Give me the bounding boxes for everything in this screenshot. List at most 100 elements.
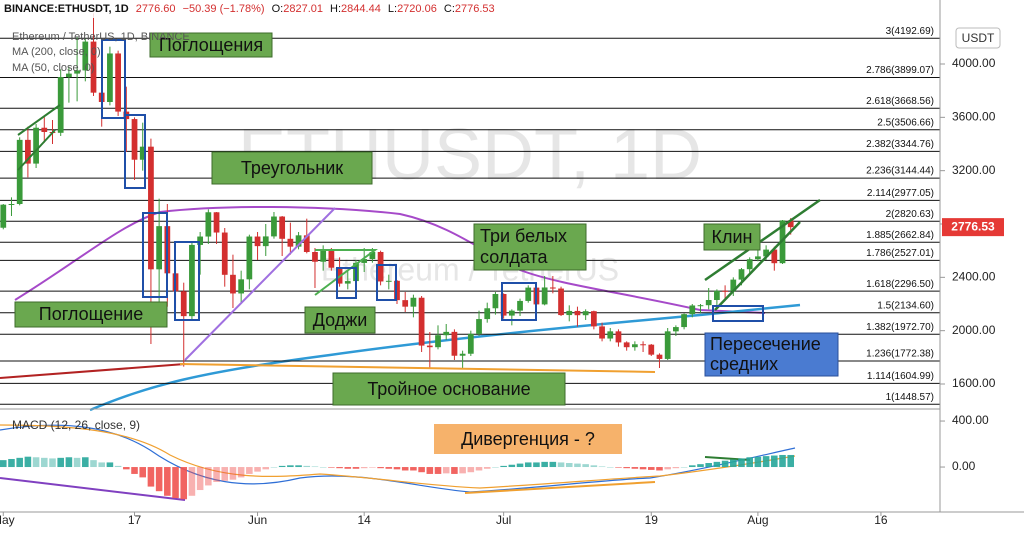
pattern-box xyxy=(124,114,146,189)
fib-label: 2.114(2977.05) xyxy=(867,188,934,199)
macd-bar xyxy=(656,467,663,471)
candle-body xyxy=(640,344,646,346)
candle-body xyxy=(33,127,39,164)
y-tick-label: 3600.00 xyxy=(952,110,996,124)
candle-body xyxy=(197,236,204,245)
currency-box[interactable] xyxy=(955,27,1001,49)
macd-bar xyxy=(344,467,352,469)
macd-bar xyxy=(565,463,573,468)
macd-bar xyxy=(16,457,23,468)
macd-bar xyxy=(131,467,138,474)
candle-body xyxy=(385,280,392,282)
annotation: Треугольник xyxy=(241,158,343,178)
annotation: Тройное основание xyxy=(367,379,530,399)
fib-label: 2.236(3144.44) xyxy=(866,166,934,177)
macd-bar xyxy=(483,467,491,469)
y-tick-label: 4000.00 xyxy=(952,56,996,70)
macd-bar xyxy=(787,454,794,468)
macd-bar xyxy=(557,462,565,468)
candle-body xyxy=(599,326,605,339)
candle-body xyxy=(443,331,450,336)
candle-body xyxy=(303,235,310,252)
y-tick-label: 2400.00 xyxy=(952,270,996,284)
symbol: BINANCE:ETHUSDT, 1D xyxy=(4,3,129,15)
candle-body xyxy=(771,249,778,264)
candle-body xyxy=(287,238,294,247)
candle-body xyxy=(82,41,89,71)
y-tick-label: 3200.00 xyxy=(952,163,996,177)
candle-body xyxy=(16,139,23,204)
macd-bar xyxy=(147,467,155,487)
macd-bar xyxy=(164,467,171,496)
macd-bar xyxy=(311,466,319,468)
macd-bar xyxy=(467,467,475,473)
wedge-line xyxy=(714,221,801,311)
fib-label: 1.382(1972.70) xyxy=(866,322,934,333)
macd-bar xyxy=(114,465,122,468)
fib-label: 1.618(2296.50) xyxy=(866,279,934,290)
macd-bar xyxy=(475,467,483,471)
signal-line xyxy=(0,424,796,489)
macd-bar xyxy=(336,467,343,469)
price-tag: 2776.53 xyxy=(951,219,995,233)
candle-body xyxy=(607,331,614,339)
candle-body xyxy=(476,319,482,334)
macd-bar xyxy=(631,467,639,469)
macd-bar xyxy=(746,457,753,468)
fib-label: 1(1448.57) xyxy=(886,392,934,403)
macd-bar xyxy=(49,458,56,468)
candle-body xyxy=(279,216,286,239)
candle-body xyxy=(271,216,277,237)
x-tick-label: 19 xyxy=(645,513,659,527)
pattern-box xyxy=(174,241,200,321)
candle-body xyxy=(230,274,236,294)
background-layer: ETHUSDT, 1D Ethereum / TetherUS xyxy=(0,115,801,412)
ohlc-value: 2844.44 xyxy=(341,3,381,15)
candle-body xyxy=(517,300,523,311)
annotation-box xyxy=(211,151,373,185)
macd-bar xyxy=(57,457,64,468)
annotation-box xyxy=(473,223,587,271)
macd-bar xyxy=(508,464,516,468)
candle-body xyxy=(500,294,507,316)
candle-body xyxy=(57,77,64,133)
macd-bar xyxy=(516,463,524,468)
fib-label: 1.236(1772.38) xyxy=(866,349,934,360)
candle-body xyxy=(402,300,409,307)
pattern-box xyxy=(501,282,537,321)
macd-bar xyxy=(287,465,294,468)
support-line xyxy=(179,363,656,373)
macd-bar xyxy=(672,467,680,469)
macd-bar xyxy=(730,459,737,468)
candle-body xyxy=(755,256,761,260)
macd-bar xyxy=(98,462,105,468)
candle-body xyxy=(131,119,138,160)
macd-bar xyxy=(270,467,278,468)
macd-bar xyxy=(172,467,179,499)
ohlc-value: 2720.06 xyxy=(397,3,437,15)
candle-body xyxy=(426,345,433,348)
annotation-box xyxy=(434,424,622,454)
candle-body xyxy=(451,331,458,356)
currency[interactable]: USDT xyxy=(962,31,995,45)
header-bg xyxy=(0,0,540,18)
candle-body xyxy=(656,354,663,359)
macd-bar xyxy=(73,457,81,468)
candle-body xyxy=(714,290,720,300)
candle-body xyxy=(582,311,589,316)
time-axis xyxy=(0,512,1024,538)
header: BINANCE:ETHUSDT, 1D 2776.60 −50.39 (−1.7… xyxy=(4,3,495,15)
macd-bar xyxy=(90,460,97,468)
macd-bar xyxy=(24,456,32,468)
divergence-line xyxy=(464,481,656,494)
fib-label: 2.618(3668.56) xyxy=(866,96,934,107)
candle-body xyxy=(0,204,7,228)
macd-bar xyxy=(697,464,704,468)
candle-body xyxy=(66,73,72,78)
x-tick-label: Aug xyxy=(747,513,768,527)
candle-body xyxy=(673,327,679,332)
macd-bar xyxy=(615,467,622,468)
price-axis xyxy=(940,0,1024,538)
candle-body xyxy=(549,287,556,289)
doji-triangle xyxy=(314,249,378,296)
